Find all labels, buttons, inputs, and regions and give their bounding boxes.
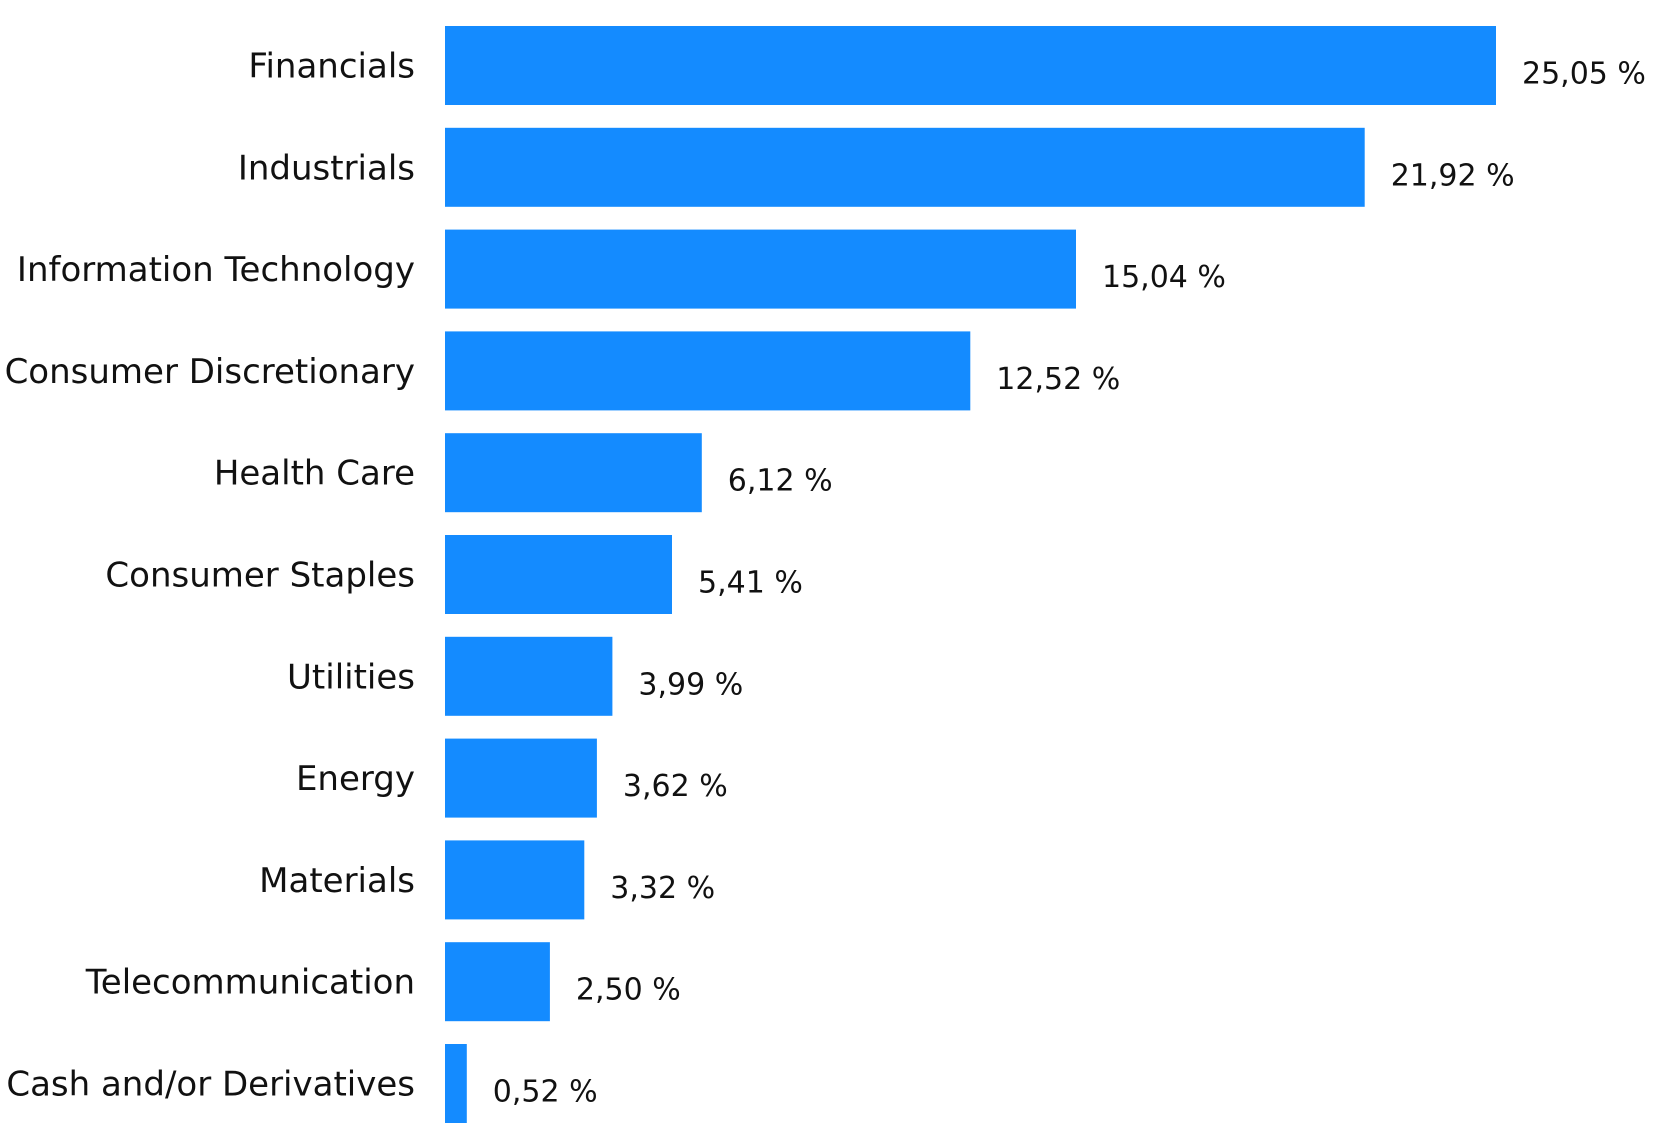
bar-consumer-staples bbox=[445, 535, 672, 614]
value-label-materials: 3,32 % bbox=[610, 871, 715, 906]
value-label-consumer-discretionary: 12,52 % bbox=[996, 362, 1120, 397]
bar-financials bbox=[445, 26, 1496, 105]
value-label-energy: 3,62 % bbox=[623, 769, 728, 804]
bar-utilities bbox=[445, 636, 613, 716]
category-label-cash-and-or-derivatives: Cash and/or Derivatives bbox=[6, 1065, 415, 1105]
value-label-consumer-staples: 5,41 % bbox=[698, 566, 803, 601]
category-label-information-technology: Information Technology bbox=[17, 250, 415, 290]
value-label-telecommunication: 2,50 % bbox=[576, 973, 681, 1008]
bar-cash-and-or-derivatives bbox=[445, 1044, 467, 1123]
category-label-energy: Energy bbox=[296, 759, 415, 799]
category-label-health-care: Health Care bbox=[214, 454, 415, 494]
value-label-financials: 25,05 % bbox=[1522, 57, 1646, 92]
bar-telecommunication bbox=[445, 942, 550, 1022]
value-label-industrials: 21,92 % bbox=[1391, 158, 1515, 193]
category-label-industrials: Industrials bbox=[238, 148, 415, 188]
bar-health-care bbox=[445, 433, 702, 513]
category-label-materials: Materials bbox=[259, 861, 415, 901]
bar-materials bbox=[445, 840, 585, 920]
bar-information-technology bbox=[445, 229, 1076, 309]
value-labels: 25,05 % 21,92 % 15,04 % 12,52 % 6,12 % 5,41 %… bbox=[493, 57, 1646, 1110]
category-label-utilities: Utilities bbox=[287, 657, 415, 697]
category-label-financials: Financials bbox=[248, 47, 415, 87]
category-label-telecommunication: Telecommunication bbox=[85, 963, 415, 1003]
category-labels: Financials Industrials Information Technol… bbox=[5, 47, 415, 1105]
bar-industrials bbox=[445, 127, 1365, 207]
value-label-information-technology: 15,04 % bbox=[1102, 260, 1226, 295]
category-label-consumer-discretionary: Consumer Discretionary bbox=[5, 352, 415, 392]
bar-energy bbox=[445, 738, 597, 818]
category-label-consumer-staples: Consumer Staples bbox=[105, 556, 415, 596]
bar-consumer-discretionary bbox=[445, 331, 971, 411]
bars bbox=[445, 26, 1496, 1123]
value-label-health-care: 6,12 % bbox=[728, 464, 833, 499]
value-label-utilities: 3,99 % bbox=[638, 667, 743, 702]
value-label-cash-and-or-derivatives: 0,52 % bbox=[493, 1075, 598, 1110]
